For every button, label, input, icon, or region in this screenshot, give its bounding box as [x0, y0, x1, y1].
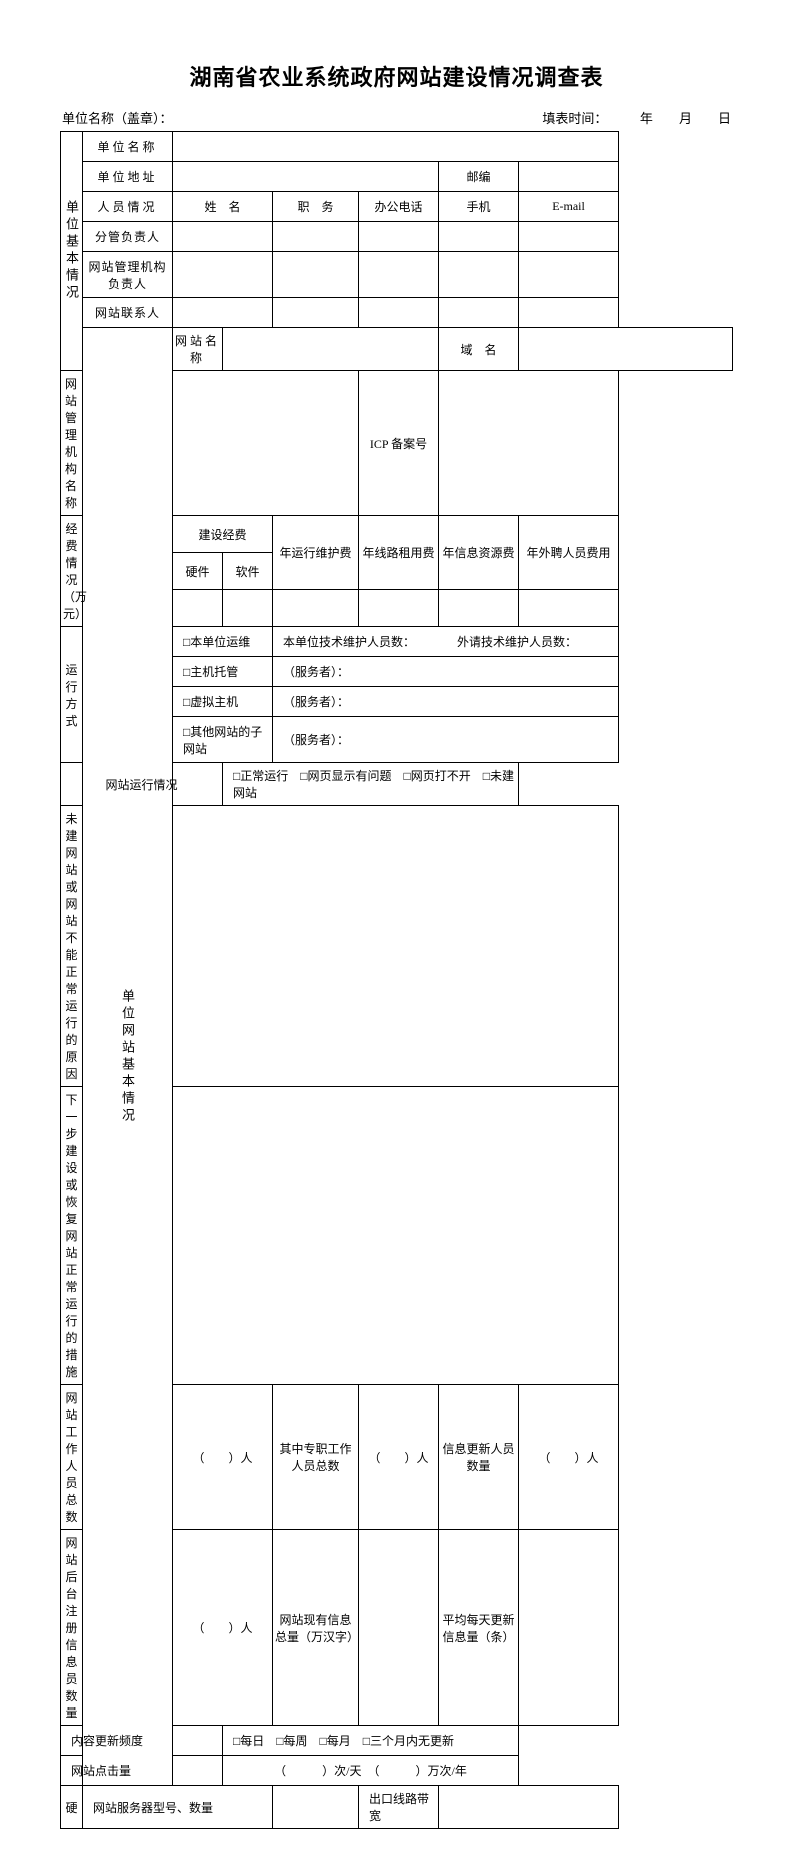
icp-value [439, 371, 619, 516]
postcode-value [519, 162, 619, 192]
contact-post [273, 298, 359, 328]
section2-title: 单位网站基本情况 [83, 328, 173, 1786]
mode1-value: 本单位技术维护人员数： 外请技术维护人员数： [273, 627, 619, 657]
info-total-value [359, 1530, 439, 1726]
daily-update-label: 平均每天更新信息量（条） [439, 1530, 519, 1726]
contact-email [519, 298, 619, 328]
time-label: 填表时间： 年 月 日 [542, 108, 731, 127]
leader-post [273, 222, 359, 252]
run-status-label: 网站运行情况 [61, 763, 223, 806]
staff-total-label: 网站工作人员总数 [61, 1385, 83, 1530]
unit-addr-label: 单位地址 [83, 162, 173, 192]
run-mode-label: 运行方式 [61, 627, 83, 763]
hire-fee-label: 年外聘人员费用 [519, 516, 619, 590]
mobile-header: 手机 [439, 192, 519, 222]
funding-label: 经费情况（万元） [61, 516, 83, 627]
mode1-label: □本单位运维 [173, 627, 273, 657]
admin-leader-post [273, 252, 359, 298]
hardware-value [173, 590, 223, 627]
maint-fee-value [273, 590, 359, 627]
fulltime-label: 其中专职工作人员总数 [273, 1385, 359, 1530]
unit-name-value [173, 132, 619, 162]
contact-name [173, 298, 273, 328]
info-fee-label: 年信息资源费 [439, 516, 519, 590]
page-title: 湖南省农业系统政府网站建设情况调查表 [60, 60, 733, 92]
section3-title: 硬 [61, 1786, 83, 1829]
software-value [223, 590, 273, 627]
clicks-value: （ ）次/天 （ ）万次/年 [223, 1756, 519, 1786]
info-total-label: 网站现有信息总量（万汉字） [273, 1530, 359, 1726]
site-name-value [223, 328, 439, 371]
personnel-label: 人员情况 [83, 192, 173, 222]
contact-mobile [439, 298, 519, 328]
contact-tel [359, 298, 439, 328]
update-freq-options: □每日 □每周 □每月 □三个月内无更新 [223, 1726, 519, 1756]
line-fee-value [359, 590, 439, 627]
fulltime-value: （ ）人 [359, 1385, 439, 1530]
bandwidth-label: 出口线路带宽 [359, 1786, 439, 1829]
reason-value [173, 806, 619, 1087]
admin-leader-tel [359, 252, 439, 298]
line-fee-label: 年线路租用费 [359, 516, 439, 590]
mode4-value: （服务者）： [273, 717, 619, 763]
mode3-label: □虚拟主机 [173, 687, 273, 717]
mode3-value: （服务者）： [273, 687, 619, 717]
domain-value [519, 328, 733, 371]
mode4-label: □其他网站的子网站 [173, 717, 273, 763]
postcode-label: 邮编 [439, 162, 519, 192]
unit-name-label: 单位名称 [83, 132, 173, 162]
post-header: 职 务 [273, 192, 359, 222]
icp-label: ICP 备案号 [359, 371, 439, 516]
unit-addr-value [173, 162, 439, 192]
survey-table: 单位基本情况 单位名称 单位地址 邮编 人员情况 姓 名 职 务 办公电话 手机… [60, 131, 733, 1829]
clicks-label: 网站点击量 [61, 1756, 223, 1786]
maint-fee-label: 年运行维护费 [273, 516, 359, 590]
info-fee-value [439, 590, 519, 627]
server-label: 网站服务器型号、数量 [83, 1786, 273, 1829]
hire-fee-value [519, 590, 619, 627]
mode2-value: （服务者）： [273, 657, 619, 687]
bandwidth-value [439, 1786, 619, 1829]
domain-label: 域 名 [439, 328, 519, 371]
leader-tel [359, 222, 439, 252]
admin-leader-email [519, 252, 619, 298]
site-name-label: 网站名称 [173, 328, 223, 371]
leader-label: 分管负责人 [83, 222, 173, 252]
mode2-label: □主机托管 [173, 657, 273, 687]
next-step-value [173, 1087, 619, 1385]
reg-count-label: 网站后台注册信息员数量 [61, 1530, 83, 1726]
admin-leader-mobile [439, 252, 519, 298]
admin-org-value [173, 371, 359, 516]
updater-value: （ ）人 [519, 1385, 619, 1530]
section1-title: 单位基本情况 [61, 132, 83, 371]
reason-label: 未建网站或网站不能正常运行的原因 [61, 806, 83, 1087]
name-header: 姓 名 [173, 192, 273, 222]
org-label: 单位名称（盖章）： [62, 108, 173, 127]
admin-leader-label: 网站管理机构负责人 [83, 252, 173, 298]
leader-name [173, 222, 273, 252]
server-value [273, 1786, 359, 1829]
email-header: E-mail [519, 192, 619, 222]
leader-mobile [439, 222, 519, 252]
admin-org-label: 网站管理机构名称 [61, 371, 83, 516]
daily-update-value [519, 1530, 619, 1726]
updater-label: 信息更新人员数量 [439, 1385, 519, 1530]
reg-count-value: （ ）人 [173, 1530, 273, 1726]
admin-leader-name [173, 252, 273, 298]
contact-label: 网站联系人 [83, 298, 173, 328]
office-tel-header: 办公电话 [359, 192, 439, 222]
build-fund-label: 建设经费 [173, 516, 273, 553]
update-freq-label: 内容更新频度 [61, 1726, 223, 1756]
staff-total-value: （ ）人 [173, 1385, 273, 1530]
header-row: 单位名称（盖章）： 填表时间： 年 月 日 [60, 108, 733, 127]
hardware-label: 硬件 [173, 553, 223, 590]
leader-email [519, 222, 619, 252]
next-step-label: 下一步建设或恢复网站正常运行的措施 [61, 1087, 83, 1385]
software-label: 软件 [223, 553, 273, 590]
run-status-options: □正常运行 □网页显示有问题 □网页打不开 □未建网站 [223, 763, 519, 806]
